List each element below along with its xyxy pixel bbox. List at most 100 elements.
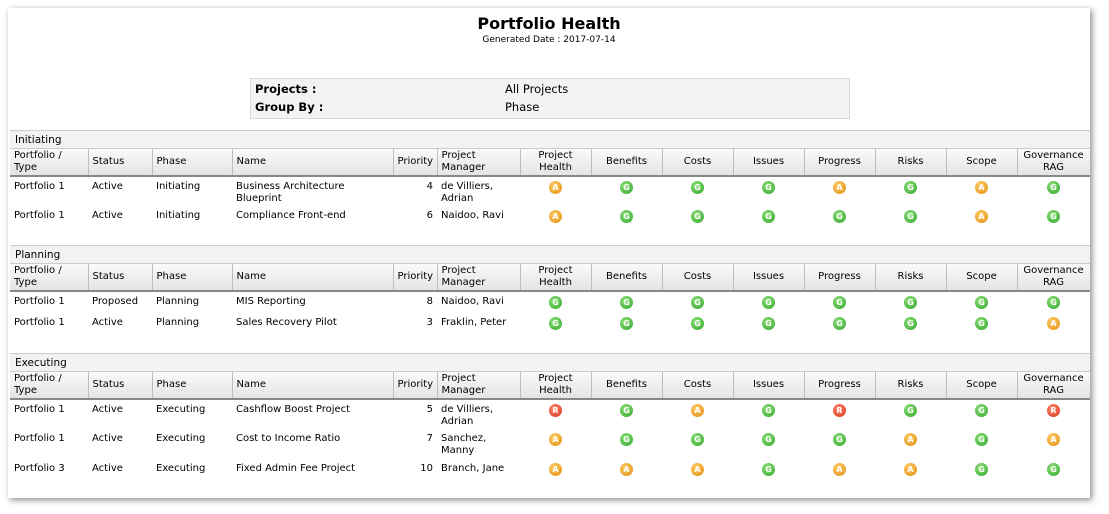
column-header[interactable]: Name [232,149,394,177]
projects-table: Portfolio / Type Status Phase Name Priority P… [10,264,1090,335]
column-header[interactable]: Priority [393,149,438,177]
column-header[interactable]: Progress [804,149,876,177]
cell-phase: Planning [156,296,200,307]
red-status-icon: R [549,404,562,417]
group-initiating: Initiating Portfolio / Type Status Phase Nam… [10,130,1090,228]
column-header[interactable]: Name [232,372,394,400]
cell-rag: G [733,399,804,429]
cell-name: Cashflow Boost Project [236,404,351,415]
column-header[interactable]: Issues [733,372,805,400]
cell-phase: Executing [156,433,206,444]
column-header[interactable]: Project Health [520,372,592,400]
green-status-icon: G [762,181,775,194]
projects-value: All Projects [505,82,569,96]
cell-rag: A [1017,313,1090,335]
projects-table: Portfolio / Type Status Phase Name Priority P… [10,372,1090,481]
column-header[interactable]: Project Manager [437,149,521,177]
green-status-icon: G [904,210,917,223]
column-header[interactable]: Priority [393,264,438,292]
column-header[interactable]: Name [232,264,394,292]
cell-rag: G [875,291,946,313]
table-row[interactable]: Portfolio 1 Active Executing Cost to Income… [10,429,1090,459]
column-header[interactable]: Benefits [591,264,663,292]
column-header[interactable]: Project Manager [437,372,521,400]
amber-status-icon: A [1047,433,1060,446]
red-status-icon: R [833,404,846,417]
cell-status: Proposed [92,296,139,307]
cell-portfolio: Portfolio 3 [14,463,65,474]
amber-status-icon: A [833,181,846,194]
column-header[interactable]: Governance RAG [1017,264,1090,292]
green-status-icon: G [762,433,775,446]
table-row[interactable]: Portfolio 1 Active Initiating Compliance Fr… [10,206,1090,228]
column-header[interactable]: Portfolio / Type [10,372,89,400]
cell-rag: G [875,399,946,429]
cell-portfolio: Portfolio 1 [14,210,65,221]
green-status-icon: G [691,181,704,194]
cell-rag: G [733,291,804,313]
column-header[interactable]: Status [88,372,153,400]
column-header[interactable]: Scope [946,149,1018,177]
column-header[interactable]: Governance RAG [1017,149,1090,177]
column-header[interactable]: Issues [733,149,805,177]
column-header[interactable]: Project Health [520,149,592,177]
cell-rag: G [1017,291,1090,313]
table-row[interactable]: Portfolio 1 Active Planning Sales Recovery … [10,313,1090,335]
column-header[interactable]: Risks [875,264,947,292]
green-status-icon: G [762,317,775,330]
column-header[interactable]: Scope [946,372,1018,400]
cell-status: Active [92,317,123,328]
cell-name: Compliance Front-end [236,210,346,221]
column-header[interactable]: Costs [662,264,734,292]
column-header[interactable]: Costs [662,149,734,177]
column-header[interactable]: Status [88,264,153,292]
red-status-icon: R [1047,404,1060,417]
column-header[interactable]: Phase [152,149,233,177]
cell-status: Active [92,210,123,221]
column-header[interactable]: Phase [152,264,233,292]
cell-status: Active [92,433,123,444]
column-header[interactable]: Costs [662,372,734,400]
cell-name: Business Architecture Blueprint [236,181,345,204]
column-header[interactable]: Priority [393,372,438,400]
column-header[interactable]: Benefits [591,149,663,177]
column-header[interactable]: Project Health [520,264,592,292]
column-header[interactable]: Risks [875,372,947,400]
column-header[interactable]: Portfolio / Type [10,149,89,177]
column-header[interactable]: Progress [804,372,876,400]
cell-rag: A [875,429,946,459]
projects-label: Projects : [255,82,317,96]
amber-status-icon: A [549,181,562,194]
amber-status-icon: A [620,463,633,476]
cell-rag: G [591,429,662,459]
cell-rag: G [875,206,946,228]
cell-rag: A [520,176,591,206]
column-header[interactable]: Risks [875,149,947,177]
column-header[interactable]: Status [88,149,153,177]
table-row[interactable]: Portfolio 1 Active Executing Cashflow Boost… [10,399,1090,429]
cell-rag: A [520,206,591,228]
group-executing: Executing Portfolio / Type Status Phase Name… [10,353,1090,481]
column-header[interactable]: Portfolio / Type [10,264,89,292]
table-row[interactable]: Portfolio 1 Proposed Planning MIS Reporting… [10,291,1090,313]
cell-rag: G [733,459,804,481]
cell-portfolio: Portfolio 1 [14,181,65,192]
report-parameters: Projects : All Projects Group By : Phase [250,78,850,119]
column-header[interactable]: Issues [733,264,805,292]
column-header[interactable]: Phase [152,372,233,400]
column-header[interactable]: Project Manager [437,264,521,292]
column-header[interactable]: Progress [804,264,876,292]
cell-rag: A [804,459,875,481]
amber-status-icon: A [1047,317,1060,330]
cell-name: Sales Recovery Pilot [236,317,337,328]
table-row[interactable]: Portfolio 3 Active Executing Fixed Admin Fe… [10,459,1090,481]
amber-status-icon: A [549,433,562,446]
cell-rag: A [591,459,662,481]
table-row[interactable]: Portfolio 1 Active Initiating Business Arch… [10,176,1090,206]
cell-rag: G [946,399,1017,429]
column-header[interactable]: Governance RAG [1017,372,1090,400]
column-header[interactable]: Scope [946,264,1018,292]
green-status-icon: G [762,463,775,476]
column-header[interactable]: Benefits [591,372,663,400]
cell-rag: G [1017,176,1090,206]
